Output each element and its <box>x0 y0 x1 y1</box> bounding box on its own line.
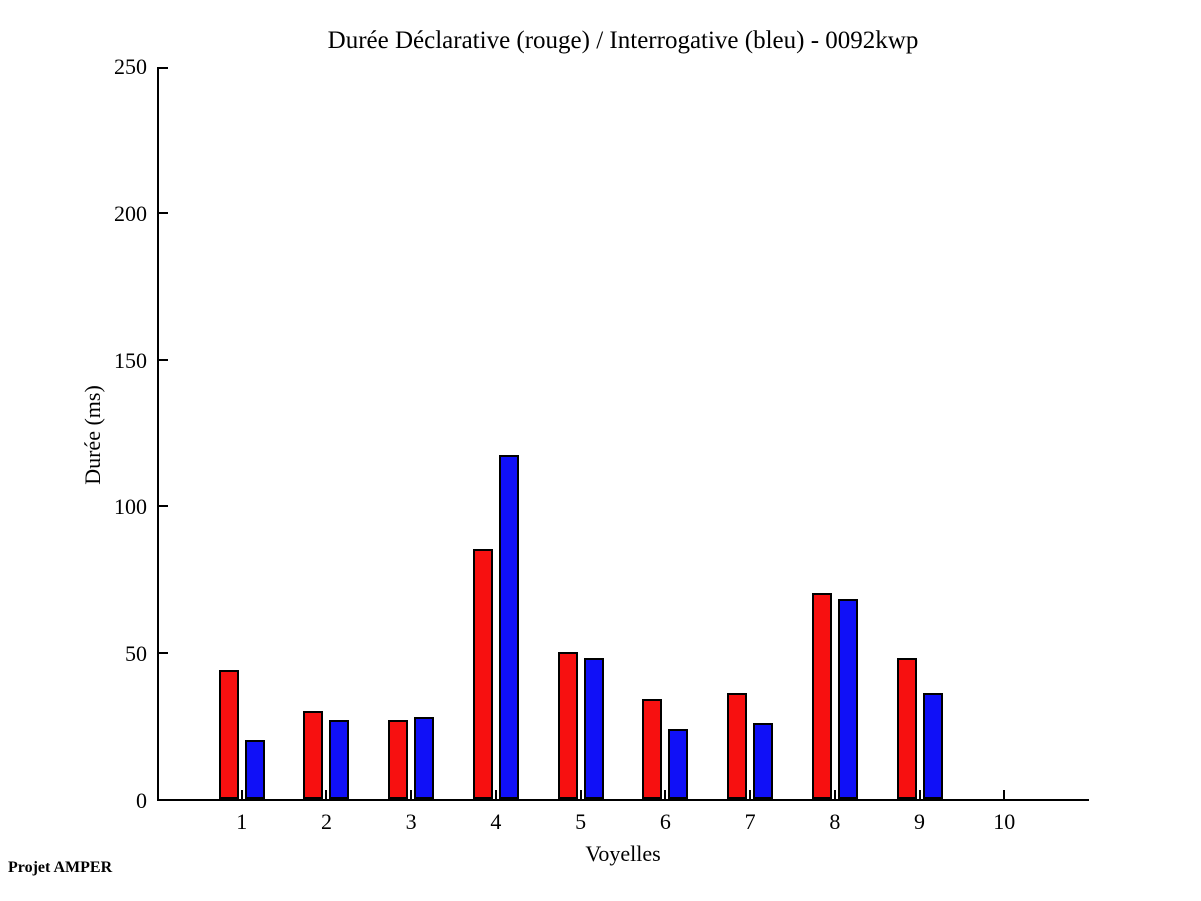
x-tick-mark <box>918 790 921 799</box>
bar-declarative <box>218 670 239 799</box>
bar-declarative <box>642 699 663 799</box>
bar-declarative <box>557 652 578 799</box>
x-tick-label: 7 <box>744 809 756 834</box>
bar-declarative <box>727 693 748 799</box>
bar-declarative <box>811 593 832 799</box>
bar-interrogative <box>922 693 943 799</box>
bar-declarative <box>388 720 409 799</box>
x-tick-mark <box>240 790 243 799</box>
y-tick-label: 100 <box>114 494 147 520</box>
y-tick-mark <box>159 67 168 69</box>
y-tick-mark <box>159 652 168 655</box>
x-tick-mark <box>749 790 752 799</box>
x-tick-label: 5 <box>575 809 587 834</box>
y-axis-label: Durée (ms) <box>80 385 105 485</box>
x-tick-label: 1 <box>236 809 248 834</box>
x-tick-mark <box>410 790 413 799</box>
y-tick-label: 150 <box>114 347 147 373</box>
bar-interrogative <box>753 723 774 799</box>
x-tick-label: 6 <box>659 809 671 834</box>
y-tick-mark <box>159 505 168 508</box>
x-tick-label: 8 <box>829 809 841 834</box>
x-tick-label: 9 <box>914 809 926 834</box>
bar-interrogative <box>837 599 858 799</box>
x-tick-mark <box>664 790 667 799</box>
x-tick-label: 3 <box>405 809 417 834</box>
y-tick-mark <box>159 211 168 214</box>
bar-interrogative <box>498 455 519 799</box>
bar-interrogative <box>414 717 435 799</box>
x-tick-label: 10 <box>993 809 1016 834</box>
bar-interrogative <box>244 740 265 799</box>
y-tick-label: 200 <box>114 200 147 226</box>
bar-declarative <box>303 711 324 799</box>
x-axis-label: Voyelles <box>585 841 661 866</box>
bar-interrogative <box>583 658 604 799</box>
y-tick-label: 0 <box>136 788 147 813</box>
x-tick-mark <box>1003 790 1006 799</box>
y-tick-label: 250 <box>114 54 147 79</box>
bar-interrogative <box>668 729 689 799</box>
x-tick-mark <box>494 790 497 799</box>
bar-interrogative <box>329 720 350 799</box>
bar-declarative <box>472 549 493 799</box>
x-tick-mark <box>325 790 328 799</box>
bar-declarative <box>896 658 917 799</box>
x-tick-label: 4 <box>490 809 502 834</box>
y-tick-mark <box>159 799 168 801</box>
footer-text: Projet AMPER <box>8 859 113 876</box>
y-tick-mark <box>159 358 168 361</box>
x-tick-label: 2 <box>320 809 332 834</box>
y-tick-label: 50 <box>125 641 147 667</box>
x-tick-mark <box>579 790 582 799</box>
chart-title: Durée Déclarative (rouge) / Interrogativ… <box>327 27 919 54</box>
x-tick-mark <box>833 790 836 799</box>
plot-area <box>157 67 1089 801</box>
